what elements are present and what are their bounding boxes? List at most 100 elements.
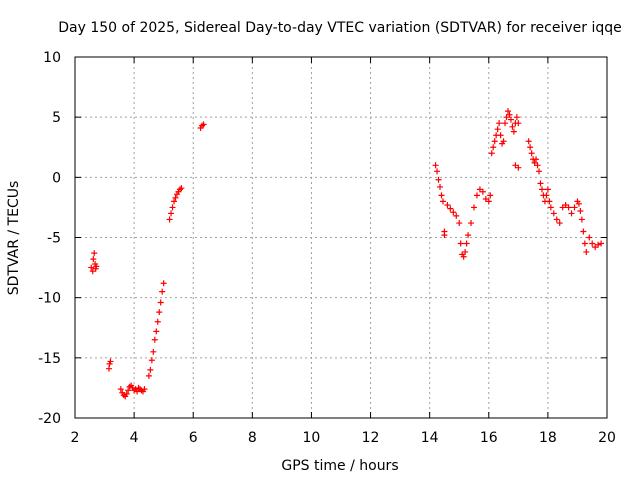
x-tick-label: 10 — [303, 430, 321, 446]
data-point — [556, 220, 563, 227]
data-point — [525, 138, 532, 145]
data-point — [450, 209, 457, 216]
y-tick-label: -20 — [38, 411, 61, 427]
data-point — [547, 204, 554, 211]
data-point — [487, 192, 494, 199]
x-tick-label: 6 — [189, 430, 198, 446]
data-point — [479, 188, 486, 195]
chart-title: Day 150 of 2025, Sidereal Day-to-day VTE… — [58, 20, 622, 36]
x-tick-label: 18 — [539, 430, 557, 446]
data-point — [447, 205, 454, 212]
data-point — [145, 372, 152, 379]
data-point — [515, 164, 522, 171]
data-point — [509, 123, 516, 130]
data-point — [575, 200, 582, 207]
data-point — [160, 280, 167, 287]
data-point — [471, 204, 477, 211]
data-point — [178, 185, 185, 192]
data-point — [90, 256, 97, 263]
data-point — [528, 150, 535, 157]
data-point — [571, 204, 578, 211]
data-points — [88, 108, 605, 400]
data-point — [589, 240, 596, 247]
data-point — [153, 328, 160, 335]
data-point — [546, 198, 553, 205]
data-point — [473, 192, 480, 199]
data-point — [494, 126, 501, 133]
data-point — [506, 111, 513, 118]
data-point — [453, 212, 460, 219]
data-point — [462, 248, 469, 255]
data-point — [107, 358, 114, 365]
data-point — [457, 240, 464, 247]
axis-ticks — [74, 56, 608, 419]
x-tick-label: 12 — [362, 430, 380, 446]
x-tick-label: 8 — [248, 430, 257, 446]
x-tick-label: 20 — [598, 430, 616, 446]
data-point — [507, 116, 514, 123]
data-point — [527, 144, 534, 151]
data-point — [598, 240, 605, 247]
y-tick-label: -10 — [38, 291, 61, 307]
data-point — [439, 198, 446, 205]
data-point — [500, 138, 507, 145]
data-point — [171, 198, 178, 205]
data-point — [88, 264, 95, 271]
data-point — [438, 192, 445, 199]
data-point — [510, 128, 517, 135]
data-point — [538, 186, 545, 193]
data-point — [435, 176, 442, 183]
data-point — [437, 183, 444, 190]
data-point — [496, 120, 503, 127]
data-point — [200, 121, 207, 128]
x-tick-label: 16 — [480, 430, 498, 446]
data-point — [125, 387, 132, 394]
data-point — [583, 248, 590, 255]
data-point — [441, 232, 448, 239]
data-point — [485, 198, 492, 205]
data-point — [544, 186, 551, 193]
y-tick-label: 5 — [52, 110, 61, 126]
data-point — [172, 194, 179, 201]
data-point — [537, 180, 544, 187]
data-point — [536, 168, 543, 175]
data-point — [166, 216, 173, 223]
x-tick-labels: 2 4 6 8 10 12 14 16 18 20 — [71, 430, 616, 446]
data-point — [117, 386, 124, 393]
y-tick-labels: -20 -15 -10 -5 0 5 10 — [38, 50, 61, 427]
data-point — [434, 168, 441, 175]
data-point — [491, 138, 498, 145]
data-point — [577, 208, 584, 215]
data-point — [159, 288, 166, 295]
data-point — [578, 216, 585, 223]
data-point — [515, 120, 522, 127]
data-point — [157, 299, 164, 306]
data-point — [586, 234, 593, 241]
y-tick-label: -5 — [47, 231, 61, 247]
data-point — [460, 253, 467, 260]
data-point — [154, 318, 161, 325]
y-tick-label: -15 — [38, 351, 61, 367]
x-tick-label: 2 — [71, 430, 80, 446]
data-point — [150, 348, 157, 355]
y-axis-label: SDTVAR / TECUs — [6, 181, 22, 296]
data-point — [468, 220, 475, 227]
data-point — [141, 386, 148, 393]
data-point — [513, 114, 520, 121]
data-point — [502, 120, 509, 127]
data-point — [465, 232, 472, 239]
data-point — [488, 150, 495, 157]
data-point — [168, 210, 175, 217]
data-point — [550, 210, 557, 217]
data-point — [463, 240, 470, 247]
data-point — [497, 132, 504, 139]
data-point — [169, 204, 176, 211]
y-tick-label: 10 — [43, 50, 61, 66]
data-point — [147, 366, 154, 373]
data-point — [533, 156, 540, 163]
data-point — [126, 383, 133, 390]
data-point — [123, 390, 130, 397]
data-point — [504, 108, 511, 115]
y-tick-label: 0 — [52, 170, 61, 186]
